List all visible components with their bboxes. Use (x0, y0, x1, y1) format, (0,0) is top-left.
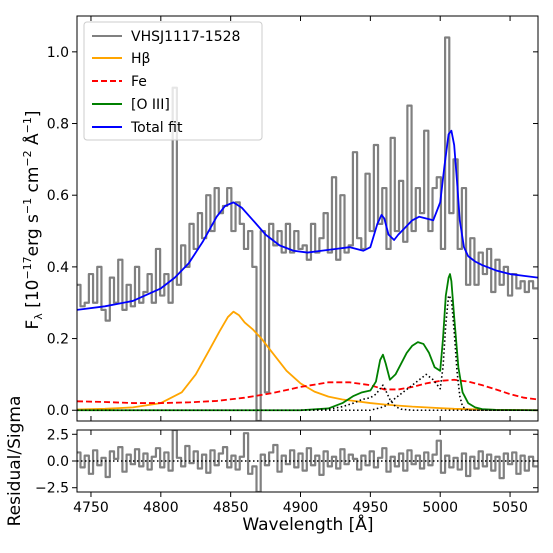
residual-y-tick-label: 2.5 (47, 427, 69, 443)
residual-y-tick-label: 0.0 (47, 454, 69, 470)
spectrum-series-layer (77, 36, 538, 421)
x-tick-label: 4950 (353, 500, 389, 516)
x-tick-label: 4900 (283, 500, 319, 516)
spectrum-y-tick-label: 0.0 (47, 403, 69, 419)
spectrum-y-tick-label: 0.2 (47, 332, 69, 348)
x-tick-label: 4750 (73, 500, 109, 516)
spectrum-y-tick-label: 0.8 (47, 117, 69, 133)
spectrum-series-line-0 (77, 294, 538, 412)
residual-series-line-0 (77, 430, 538, 492)
residual-x-ticks: 4750 4800 4850 4900 4950 5000 5050 (73, 430, 528, 516)
spectrum-y-axis-label: Fλ [10−17erg s−1 cm−2 Å−1] (21, 110, 45, 329)
x-axis-label: Wavelength [Å] (242, 513, 373, 535)
spectrum-plot-frame (76, 15, 539, 422)
spectrum-y-ticks: 0.0 0.2 0.4 0.6 0.8 1.0 (47, 45, 538, 419)
spectrum-y-tick-label: 0.6 (47, 188, 69, 204)
legend-label-hbeta: Hβ (131, 51, 150, 67)
legend-label-oiii: [O III] (131, 97, 170, 113)
legend-label-total-fit: Total fit (130, 120, 183, 136)
residual-panel: −2.50.02.5 4750 4800 4850 4900 4950 5000 5050 … (5, 396, 539, 535)
x-tick-label: 5050 (492, 500, 528, 516)
spectrum-x-ticks (90, 16, 511, 421)
x-tick-label: 4850 (213, 500, 249, 516)
spectrum-series-line-0 (77, 384, 538, 412)
residual-series-layer (77, 430, 538, 492)
legend: VHSJ1117-1528 Hβ Fe [O III] Total fit (83, 21, 263, 141)
residual-y-ticks: −2.5 0.0 2.5 (35, 427, 538, 497)
legend-label-spectrum: VHSJ1117-1528 (131, 29, 240, 45)
legend-label-fe: Fe (131, 74, 147, 90)
spectrum-total-fit-line-0 (77, 129, 538, 311)
x-tick-label: 5000 (422, 500, 458, 516)
x-tick-label: 4800 (143, 500, 179, 516)
spectrum-fe-line-0 (77, 378, 538, 404)
spectrum-panel: 0.0 0.2 0.4 0.6 0.8 1.0 Fλ [10−17erg s−1 cm−2… (21, 15, 539, 422)
spectrum-o-iii-line-0 (77, 273, 538, 412)
spectrum-h-line-0 (77, 310, 538, 412)
spectrum-y-tick-label: 0.4 (47, 260, 69, 276)
residual-y-axis-label: Residual/Sigma (5, 396, 25, 527)
legend-box (83, 21, 263, 141)
spectrum-y-tick-label: 1.0 (47, 45, 69, 61)
residual-y-tick-label: −2.5 (35, 481, 69, 497)
